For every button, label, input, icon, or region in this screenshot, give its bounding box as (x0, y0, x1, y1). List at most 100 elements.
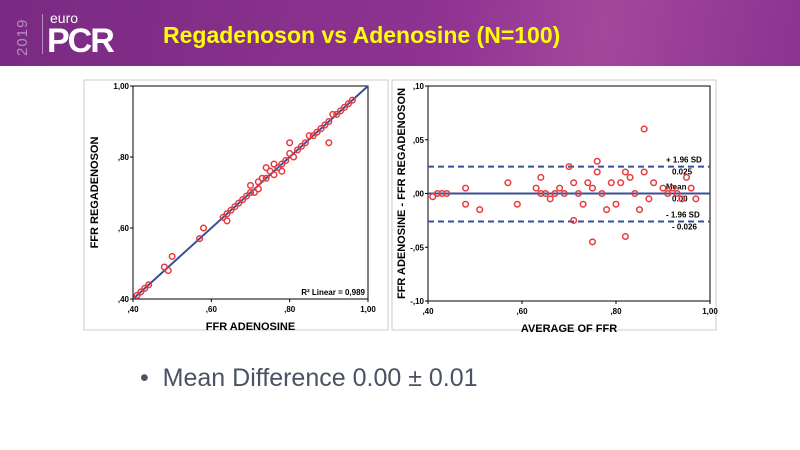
data-point (612, 200, 620, 208)
data-point (598, 189, 606, 198)
logo-pcr: PCR (47, 22, 115, 60)
data-point (223, 217, 231, 225)
x-tick-label: ,40 (422, 307, 434, 316)
logo-euro: euro (50, 10, 79, 26)
data-point (603, 206, 611, 214)
data-point (621, 232, 629, 241)
x-tick-label: ,40 (127, 305, 139, 314)
data-point (168, 252, 176, 260)
data-point (551, 189, 559, 198)
data-point (504, 179, 512, 187)
reference-value: - 0.026 (672, 222, 697, 231)
data-point (196, 235, 204, 243)
data-point (321, 121, 329, 129)
data-point (305, 132, 313, 140)
data-point (645, 195, 653, 203)
y-tick-label: -,05 (410, 243, 424, 252)
data-point (579, 200, 587, 208)
data-point (231, 203, 239, 211)
reference-label: + 1.96 SD (666, 156, 702, 165)
data-point (588, 184, 597, 192)
y-axis-label: FFR REGADENOSON (89, 137, 101, 249)
y-tick-label: ,10 (413, 82, 425, 91)
data-point (199, 224, 208, 232)
y-tick-label: ,80 (118, 153, 130, 162)
data-point (250, 188, 258, 197)
data-point (160, 263, 168, 271)
data-point (635, 206, 644, 214)
data-point (270, 160, 278, 168)
reference-label: - 1.96 SD (666, 210, 700, 219)
data-point (640, 168, 648, 176)
data-point (270, 171, 278, 179)
slide-title: Regadenoson vs Adenosine (N=100) (163, 22, 561, 48)
y-tick-label: 1,00 (113, 82, 129, 91)
y-tick-label: ,00 (413, 190, 425, 199)
data-point (565, 163, 573, 171)
r-squared-annotation: R² Linear = 0,989 (301, 288, 365, 297)
data-point (513, 200, 521, 208)
data-point (621, 168, 629, 176)
logo-divider (42, 14, 43, 54)
data-point (262, 174, 270, 182)
data-point (546, 195, 554, 203)
x-tick-label: ,60 (516, 307, 528, 316)
header-banner: 2019 euro PCR Regadenoson vs Adenosine (… (0, 0, 800, 66)
data-point (593, 157, 601, 165)
data-point (325, 117, 333, 126)
data-point (348, 96, 356, 104)
y-axis-label: FFR ADENOSINE - FFR REGADENOSON (396, 88, 408, 299)
fit-line (132, 85, 369, 300)
data-point (266, 167, 274, 175)
y-tick-label: ,40 (118, 295, 130, 304)
bullet-point: • Mean Difference 0.00 ± 0.01 (140, 364, 478, 393)
data-point (429, 193, 437, 201)
data-point (246, 188, 255, 197)
data-point (278, 160, 286, 168)
data-point (682, 173, 691, 181)
chart-frame (391, 79, 717, 331)
reference-value: 0.025 (672, 168, 693, 177)
data-point (588, 238, 597, 246)
data-point (282, 157, 290, 165)
x-tick-label: 1,00 (702, 307, 718, 316)
x-axis-label: AVERAGE OF FFR (521, 323, 617, 335)
data-point (243, 192, 251, 200)
data-point (219, 213, 227, 221)
data-point (462, 200, 470, 208)
data-point (274, 164, 282, 172)
bullet-text: Mean Difference 0.00 ± 0.01 (162, 364, 478, 392)
data-point (254, 185, 262, 193)
data-point (668, 184, 676, 192)
data-point (317, 125, 325, 133)
data-point (560, 189, 568, 198)
data-point (593, 168, 601, 176)
data-point (293, 146, 302, 154)
data-point (239, 196, 247, 204)
data-point (650, 179, 658, 187)
data-point (344, 100, 352, 108)
x-tick-label: 1,00 (360, 305, 376, 314)
data-point (141, 284, 149, 292)
data-point (687, 184, 695, 192)
data-point (556, 184, 564, 192)
data-point (235, 199, 243, 207)
y-tick-label: ,05 (413, 136, 425, 145)
data-point (617, 179, 625, 187)
data-point (537, 189, 545, 198)
data-point (145, 281, 153, 289)
data-point (631, 189, 639, 198)
data-point (262, 164, 270, 172)
data-point (133, 291, 141, 300)
data-point (340, 103, 349, 111)
x-tick-label: ,80 (284, 305, 296, 314)
data-point (297, 142, 305, 150)
data-point (325, 139, 333, 147)
data-point (227, 206, 235, 214)
data-point (476, 206, 484, 214)
data-point (574, 189, 582, 198)
data-point (313, 128, 321, 136)
plot-area (132, 85, 369, 300)
data-point (438, 189, 446, 198)
